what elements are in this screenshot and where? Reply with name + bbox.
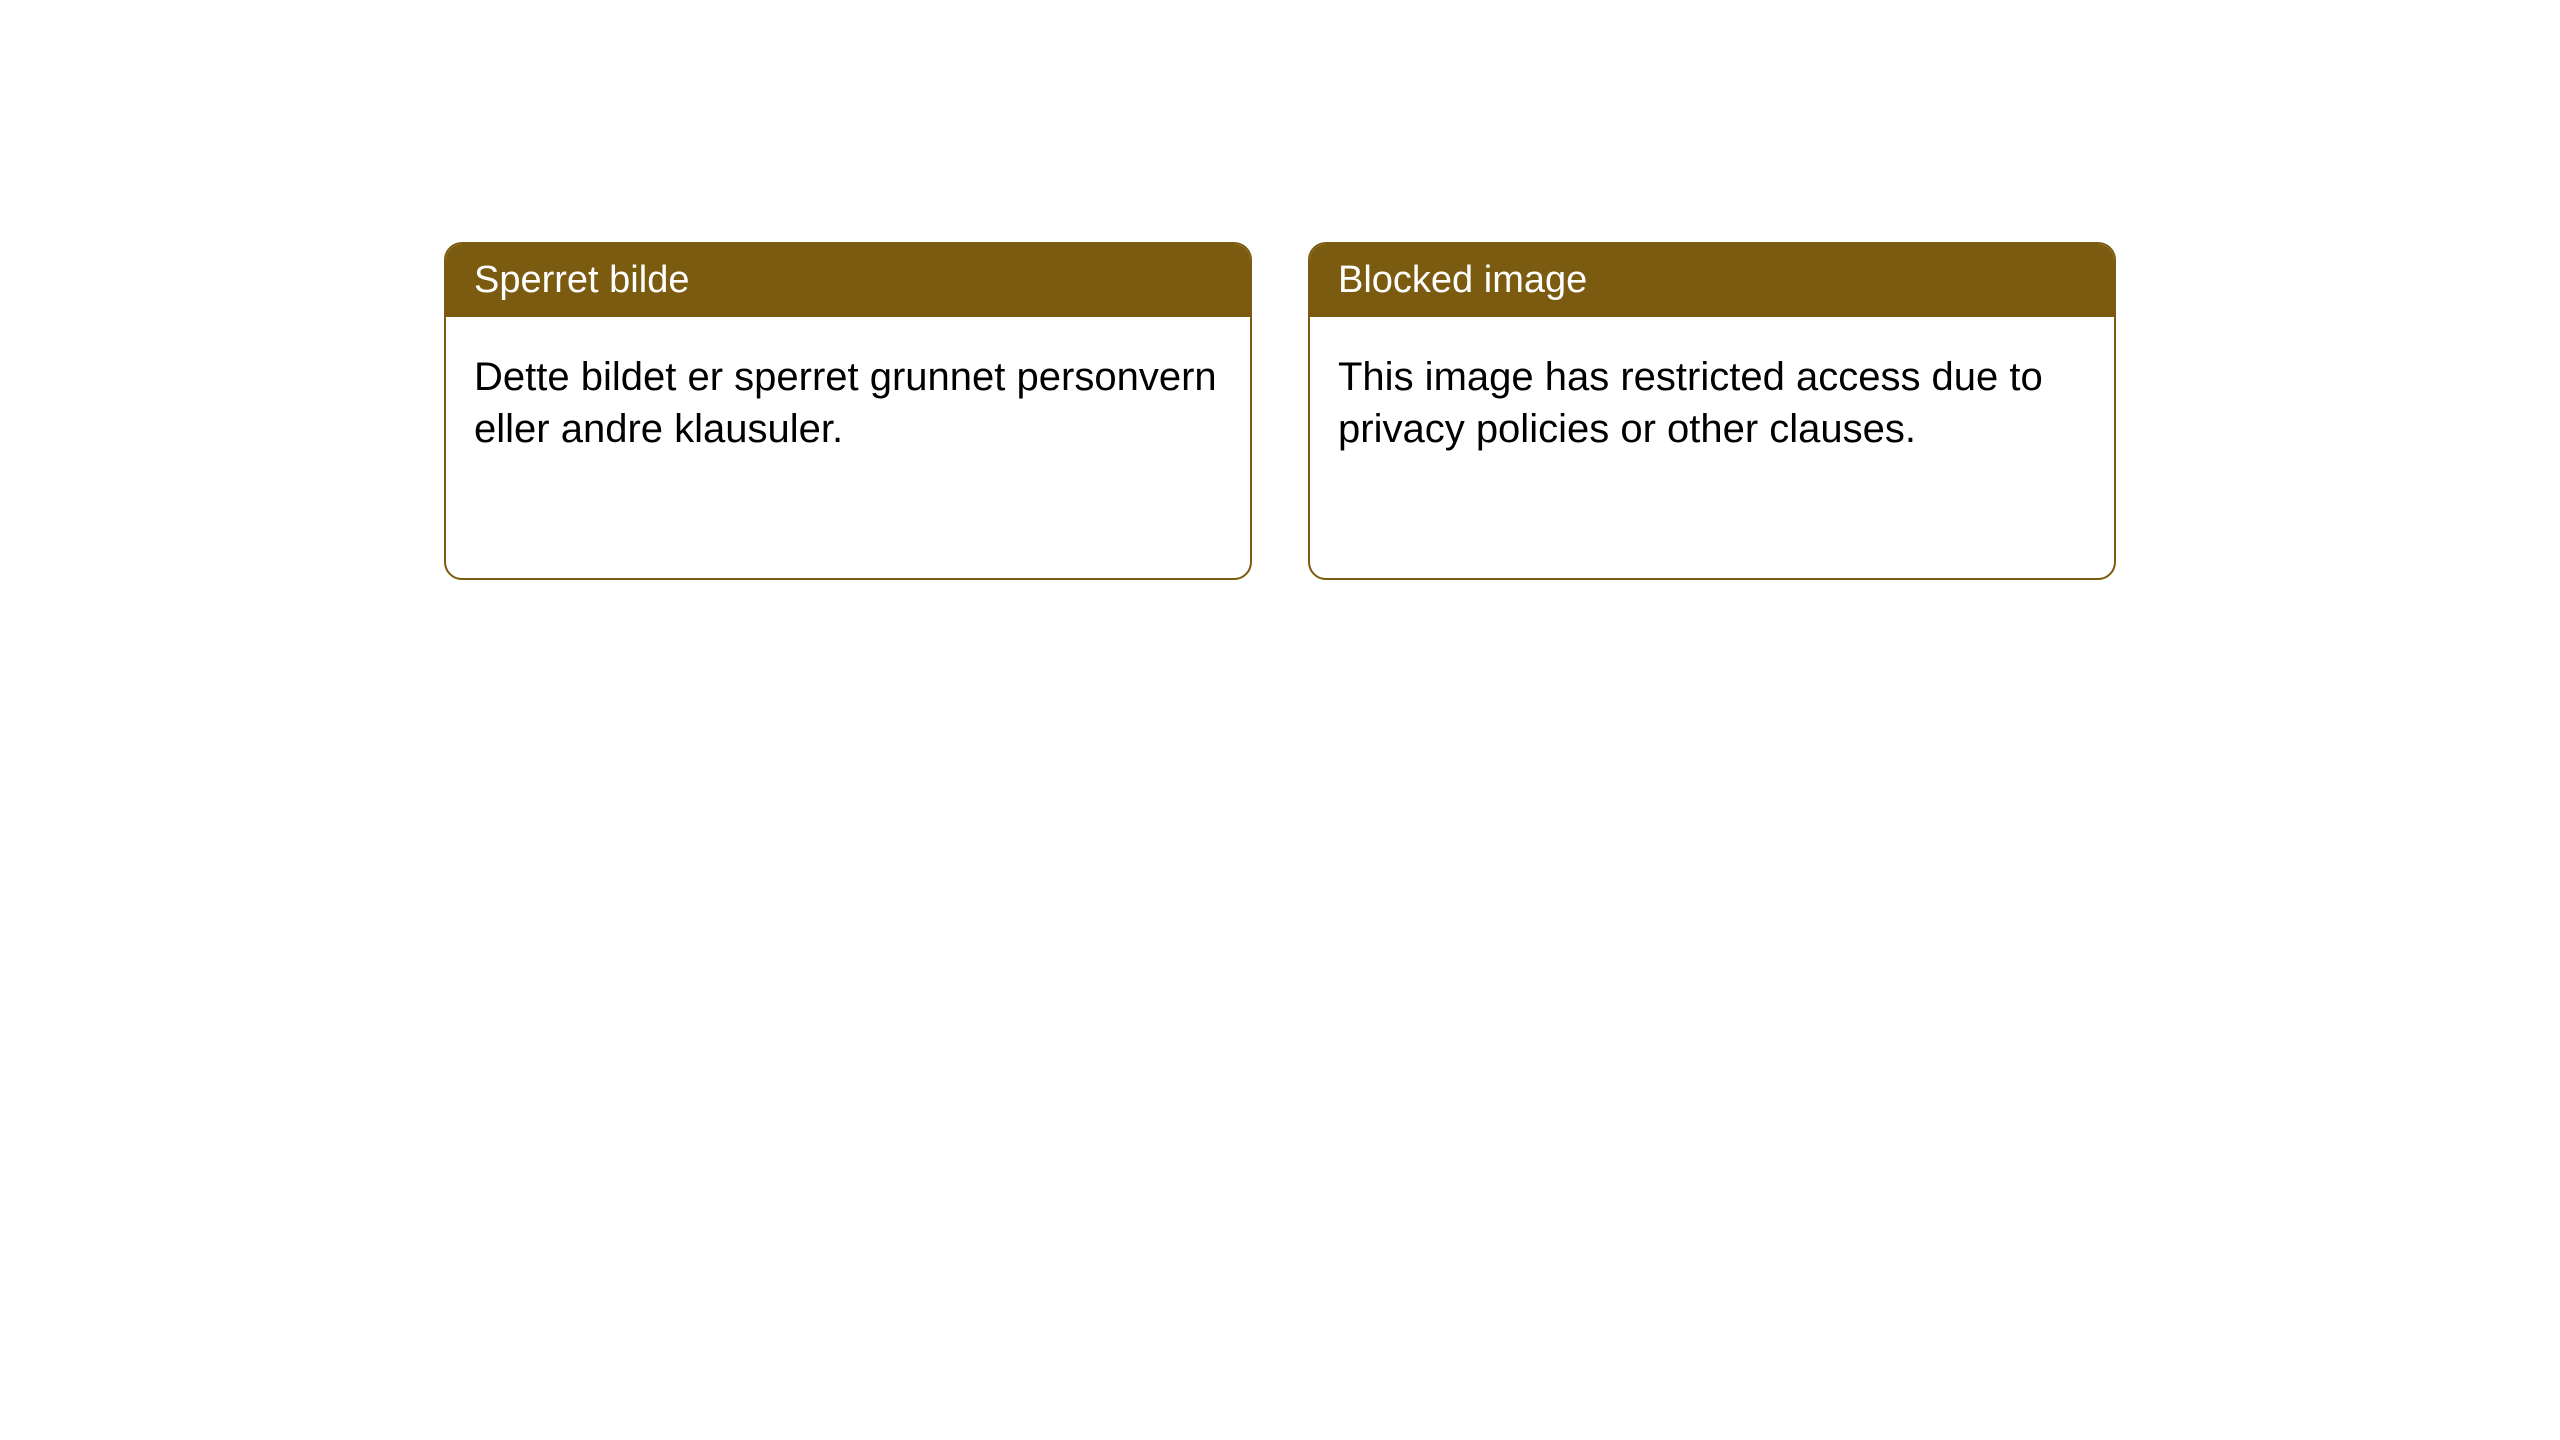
notice-card-norwegian: Sperret bilde Dette bildet er sperret gr… [444, 242, 1252, 580]
notice-title-norwegian: Sperret bilde [446, 244, 1250, 317]
notice-container: Sperret bilde Dette bildet er sperret gr… [444, 242, 2116, 580]
notice-body-english: This image has restricted access due to … [1310, 317, 2114, 489]
notice-card-english: Blocked image This image has restricted … [1308, 242, 2116, 580]
notice-body-norwegian: Dette bildet er sperret grunnet personve… [446, 317, 1250, 489]
notice-title-english: Blocked image [1310, 244, 2114, 317]
